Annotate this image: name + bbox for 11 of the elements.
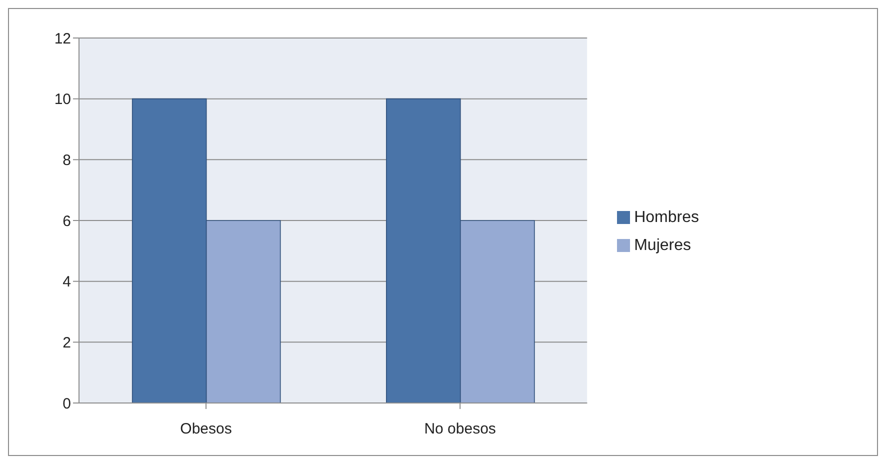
y-tick-label: 2: [62, 334, 71, 352]
y-tick-label: 10: [54, 91, 71, 108]
y-tick-label: 8: [62, 152, 71, 169]
legend-label: Mujeres: [634, 237, 691, 254]
y-tick-label: 0: [62, 395, 71, 412]
y-tick-label: 6: [62, 212, 71, 230]
x-tick-label: Obesos: [180, 420, 232, 438]
y-tick-label: 4: [62, 274, 71, 291]
x-tick-label: No obesos: [424, 420, 496, 438]
legend-label: Hombres: [634, 209, 699, 226]
y-tick-label: 12: [54, 30, 71, 48]
